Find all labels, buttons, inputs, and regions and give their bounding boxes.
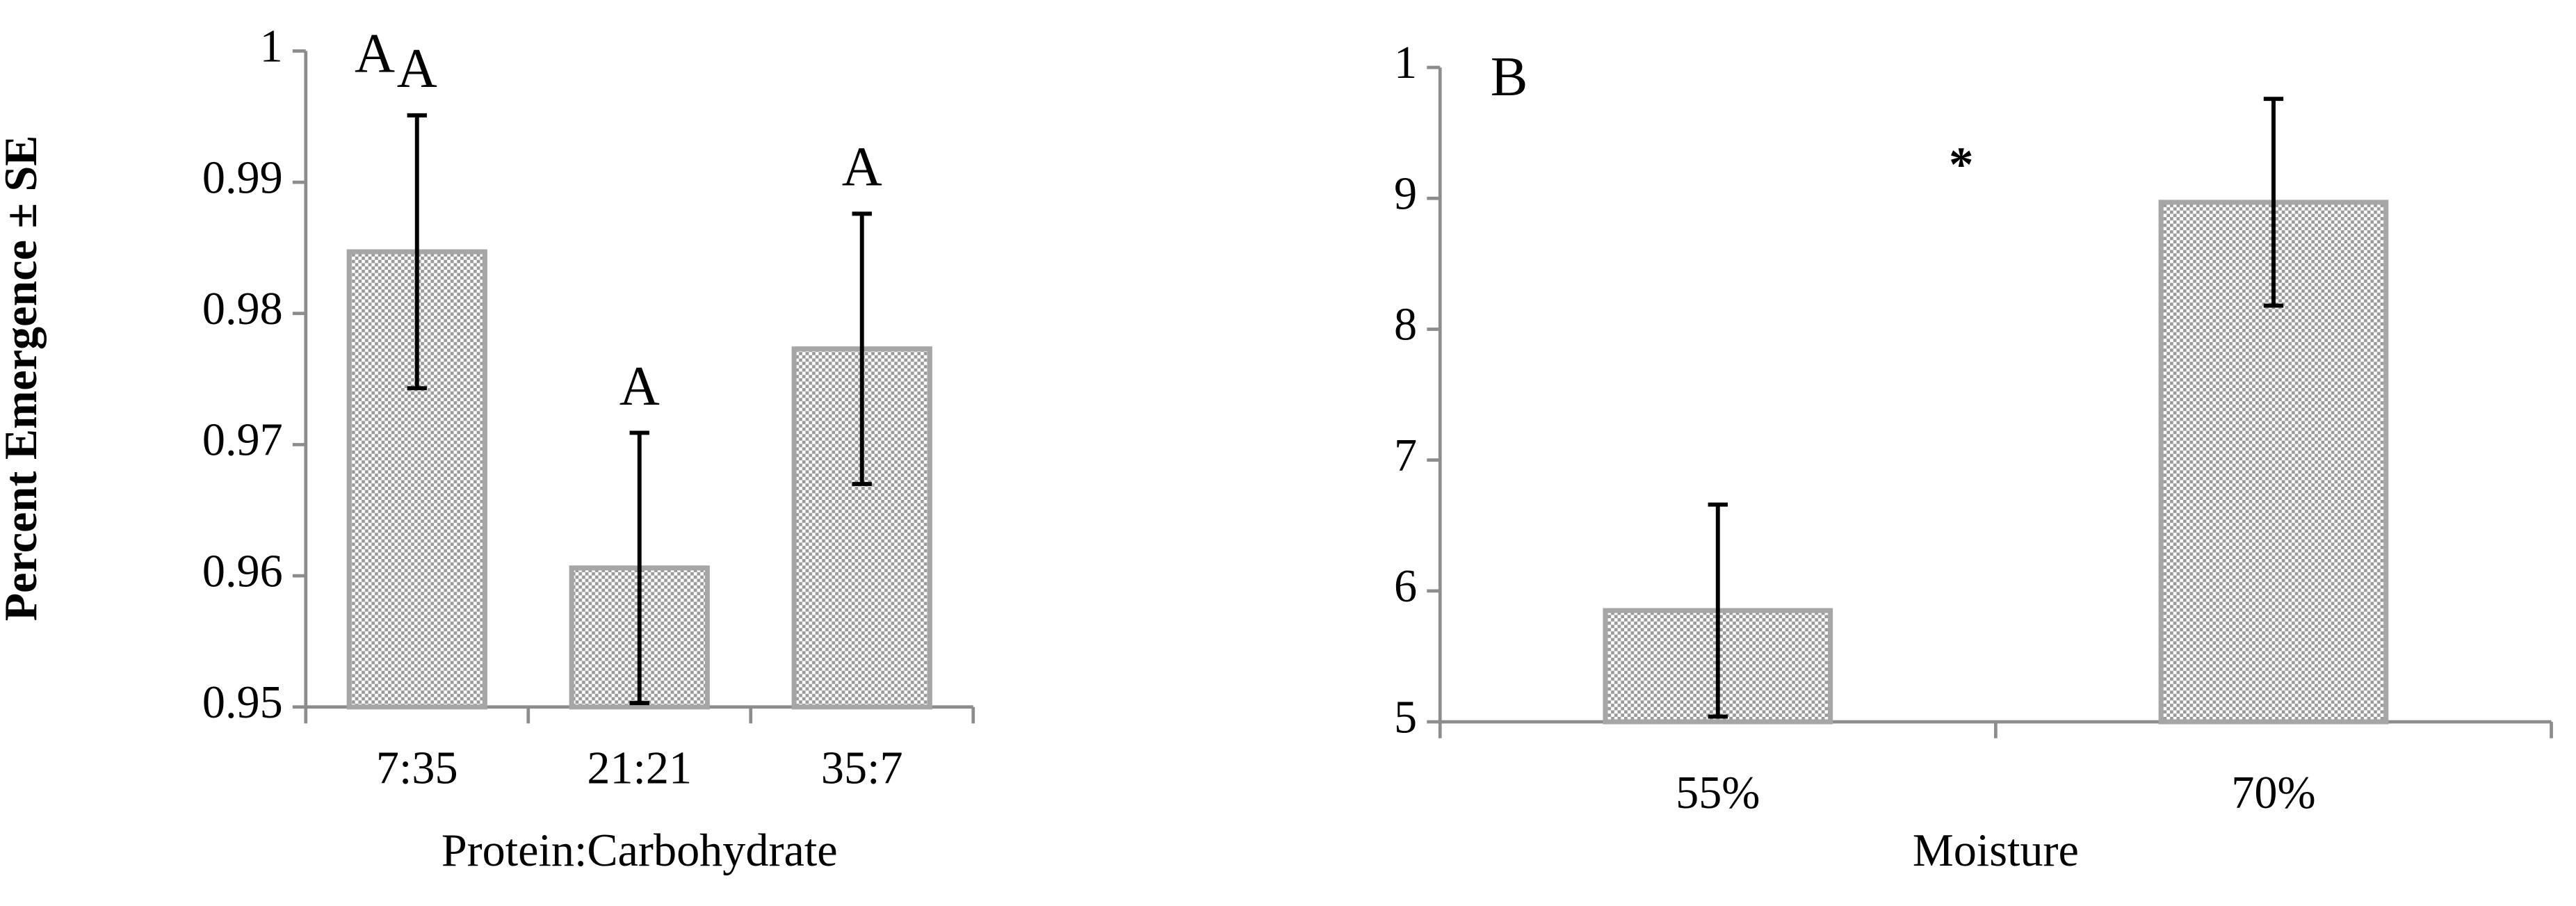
y-tick-label: 7 [1394,430,1417,481]
x-axis-label: Protein:Carbohydrate [442,825,838,876]
panel-label: B [1491,46,1528,108]
y-tick-label: 0.95 [202,677,283,728]
x-tick-label: 70% [2231,768,2315,818]
y-tick-label: 1 [1394,38,1417,88]
y-tick-label: 0.96 [202,546,283,597]
y-axis-label: Percent Emergence ± SE [0,135,48,622]
y-tick-label: 5 [1394,692,1417,743]
bar-label: A [619,355,660,417]
bar-label: A [397,38,437,99]
x-tick-label: 55% [1676,768,1760,818]
x-tick-label: 7:35 [376,743,458,794]
y-tick-label: 0.98 [202,284,283,334]
panel-label: A [355,23,395,85]
bar-label: A [842,136,882,198]
x-axis-label: Moisture [1913,825,2079,876]
x-tick-label: 35:7 [821,743,903,794]
y-tick-label: 0.99 [202,152,283,203]
y-tick-label: 0.97 [202,415,283,466]
annotation: * [1949,138,1973,192]
y-tick-label: 1 [260,22,283,72]
y-tick-label: 9 [1394,168,1417,219]
y-axis-label-box: Percent Emergence ± SE [0,135,48,622]
x-tick-label: 21:21 [587,743,692,794]
y-tick-label: 8 [1394,300,1417,350]
y-tick-label: 6 [1394,561,1417,612]
